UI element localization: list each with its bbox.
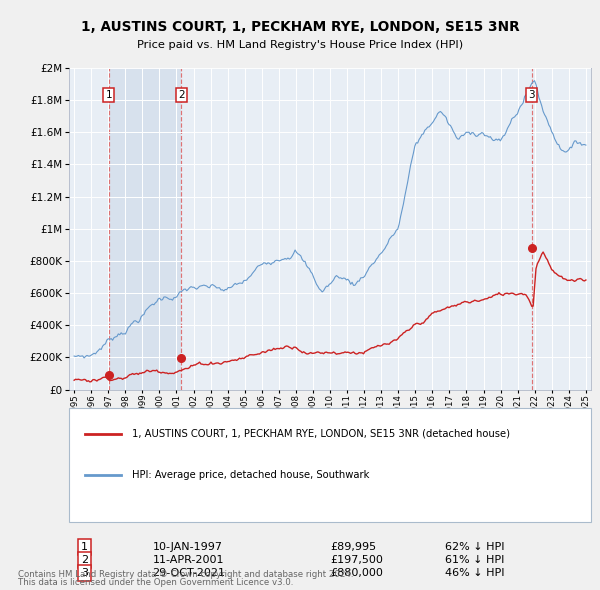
Text: 3: 3 bbox=[81, 568, 88, 578]
Text: 11-APR-2001: 11-APR-2001 bbox=[152, 555, 224, 565]
Text: Price paid vs. HM Land Registry's House Price Index (HPI): Price paid vs. HM Land Registry's House … bbox=[137, 41, 463, 50]
Text: 2: 2 bbox=[81, 555, 88, 565]
Text: 1: 1 bbox=[106, 90, 112, 100]
Text: 10-JAN-1997: 10-JAN-1997 bbox=[152, 542, 223, 552]
Text: 1, AUSTINS COURT, 1, PECKHAM RYE, LONDON, SE15 3NR (detached house): 1, AUSTINS COURT, 1, PECKHAM RYE, LONDON… bbox=[131, 428, 509, 438]
FancyBboxPatch shape bbox=[69, 408, 591, 522]
Text: £197,500: £197,500 bbox=[330, 555, 383, 565]
Text: 3: 3 bbox=[529, 90, 535, 100]
Text: Contains HM Land Registry data © Crown copyright and database right 2024.: Contains HM Land Registry data © Crown c… bbox=[18, 571, 353, 579]
Text: HPI: Average price, detached house, Southwark: HPI: Average price, detached house, Sout… bbox=[131, 470, 369, 480]
Text: 2: 2 bbox=[178, 90, 185, 100]
Text: £880,000: £880,000 bbox=[330, 568, 383, 578]
Text: 1: 1 bbox=[81, 542, 88, 552]
Text: £89,995: £89,995 bbox=[330, 542, 376, 552]
Text: 62% ↓ HPI: 62% ↓ HPI bbox=[445, 542, 505, 552]
Text: 1, AUSTINS COURT, 1, PECKHAM RYE, LONDON, SE15 3NR: 1, AUSTINS COURT, 1, PECKHAM RYE, LONDON… bbox=[80, 19, 520, 34]
Bar bbox=[109, 68, 181, 389]
Text: This data is licensed under the Open Government Licence v3.0.: This data is licensed under the Open Gov… bbox=[18, 578, 293, 587]
Text: 61% ↓ HPI: 61% ↓ HPI bbox=[445, 555, 504, 565]
Text: 46% ↓ HPI: 46% ↓ HPI bbox=[445, 568, 505, 578]
Text: 29-OCT-2021: 29-OCT-2021 bbox=[152, 568, 226, 578]
